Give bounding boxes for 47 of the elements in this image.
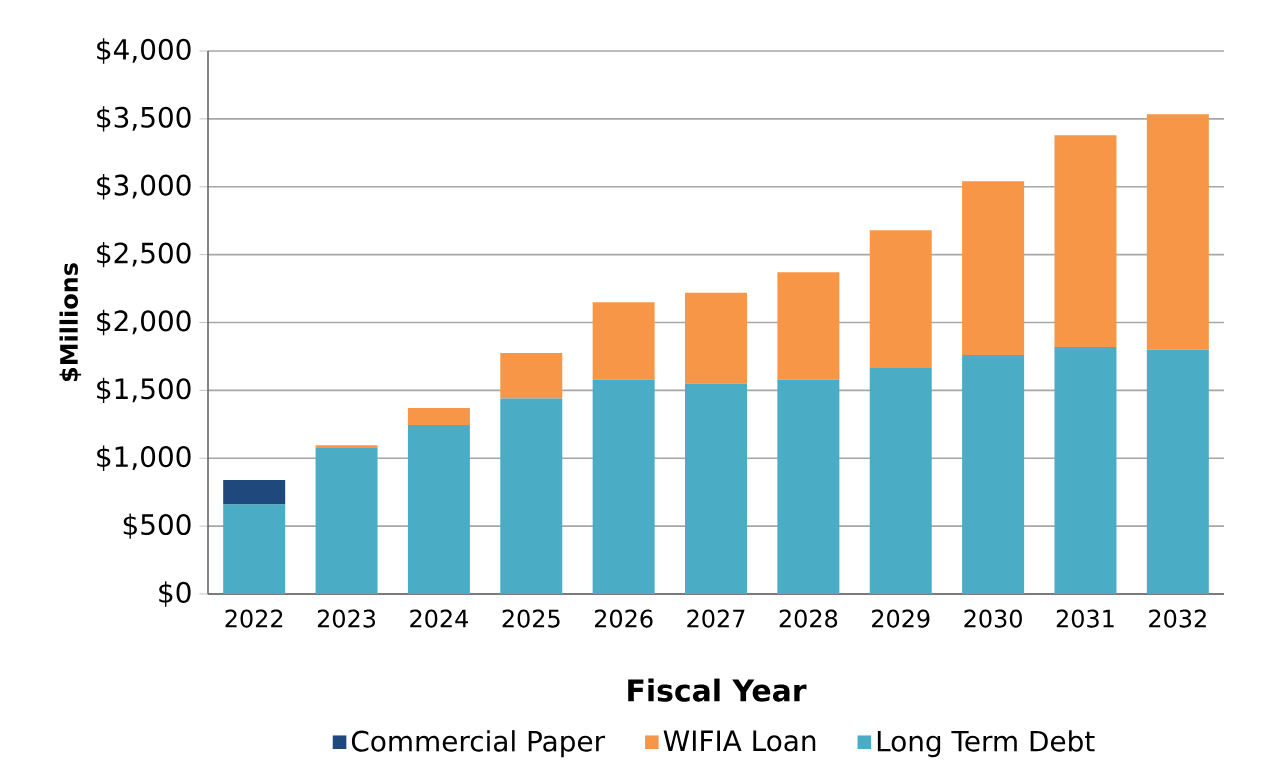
y-tick-label: $500 (123, 513, 191, 539)
x-tick-label: 2028 (779, 609, 838, 628)
y-axis-title: $Millions (59, 263, 82, 382)
bar (962, 181, 1025, 356)
bar (500, 353, 563, 399)
bar (1146, 349, 1209, 594)
y-tick-label: $3,000 (97, 174, 191, 200)
bar (869, 230, 932, 368)
y-tick-label: $0 (159, 581, 191, 607)
bar (962, 355, 1025, 594)
bar (777, 379, 840, 594)
legend-label: Commercial Paper (351, 730, 606, 758)
y-tick-label: $1,500 (97, 377, 191, 404)
legend-label: WIFIA Loan (663, 730, 816, 752)
x-tick-label: 2032 (1149, 609, 1206, 628)
y-tick-label: $4,000 (97, 38, 191, 64)
bar (223, 479, 286, 505)
x-tick-label: 2026 (594, 609, 653, 628)
x-tick-label: 2030 (964, 609, 1022, 628)
x-tick-label: 2023 (317, 609, 376, 628)
y-tick-label: $1,000 (97, 445, 191, 471)
bar (1146, 114, 1209, 350)
x-tick-label: 2024 (410, 609, 468, 628)
y-tick-label: $2,500 (97, 241, 191, 268)
bar (1054, 135, 1117, 347)
bar (1054, 346, 1117, 594)
bar (685, 292, 748, 384)
x-tick-label: 2022 (225, 609, 283, 628)
legend-label: Long Term Debt (877, 730, 1095, 758)
y-tick-label: $3,500 (97, 106, 191, 132)
x-axis-title: Fiscal Year (628, 678, 807, 702)
bar (592, 379, 655, 594)
bar (223, 504, 286, 594)
bar (685, 383, 748, 594)
bar (315, 445, 378, 449)
x-tick-label: 2027 (687, 609, 745, 628)
bar (500, 398, 563, 594)
bar (869, 367, 932, 594)
x-tick-label: 2029 (872, 609, 930, 628)
bar (315, 448, 378, 594)
x-tick-label: 2025 (502, 609, 560, 628)
y-tick-label: $2,000 (97, 309, 191, 336)
bar (777, 272, 840, 380)
bar (592, 302, 655, 380)
x-tick-label: 2031 (1056, 609, 1114, 628)
bar (407, 424, 470, 594)
bar (407, 408, 470, 425)
